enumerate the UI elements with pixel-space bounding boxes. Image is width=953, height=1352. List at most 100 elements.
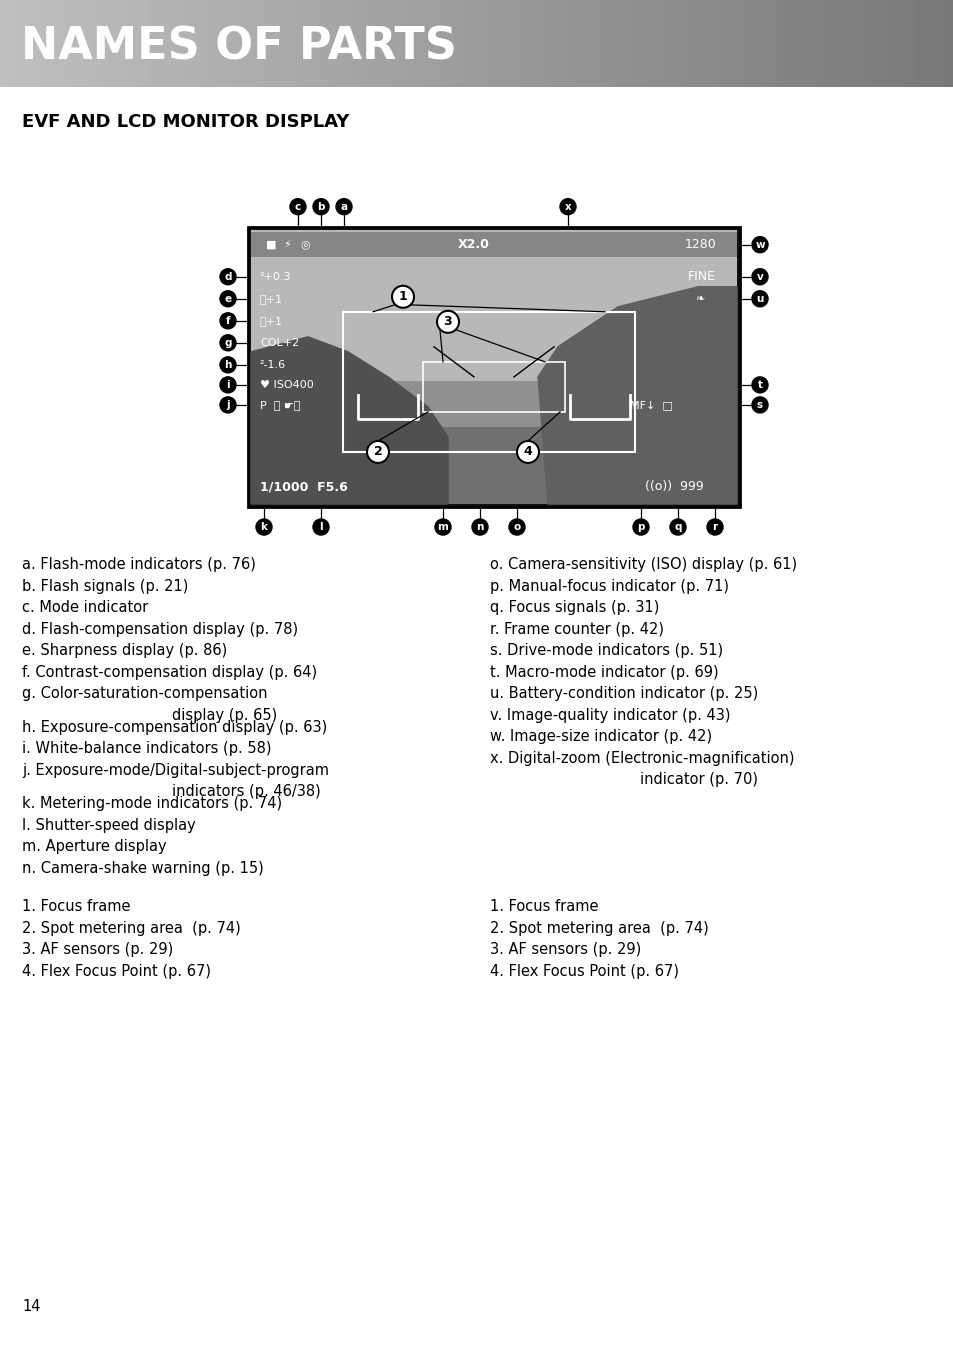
Text: x: x (564, 201, 571, 212)
Text: h. Exposure-compensation display (p. 63): h. Exposure-compensation display (p. 63) (22, 719, 327, 734)
Text: 3. AF sensors (p. 29): 3. AF sensors (p. 29) (22, 942, 173, 957)
Circle shape (706, 519, 722, 535)
Text: t. Macro-mode indicator (p. 69): t. Macro-mode indicator (p. 69) (490, 665, 718, 680)
Bar (251, 230, 737, 380)
Text: j. Exposure-mode/Digital-subject-program: j. Exposure-mode/Digital-subject-program (22, 763, 329, 777)
Text: 1280: 1280 (684, 238, 716, 251)
Text: s. Drive-mode indicators (p. 51): s. Drive-mode indicators (p. 51) (490, 644, 722, 658)
Text: ²+0.3: ²+0.3 (260, 272, 292, 281)
Circle shape (751, 397, 767, 412)
Text: 2. Spot metering area  (p. 74): 2. Spot metering area (p. 74) (490, 921, 708, 936)
Text: ❧: ❧ (695, 293, 703, 304)
Text: 14: 14 (22, 1299, 40, 1314)
Text: f: f (226, 316, 230, 326)
Text: h: h (224, 360, 232, 370)
Circle shape (472, 519, 488, 535)
Text: 1/1000  F5.6: 1/1000 F5.6 (260, 480, 348, 493)
Text: f. Contrast-compensation display (p. 64): f. Contrast-compensation display (p. 64) (22, 665, 316, 680)
Text: s: s (756, 400, 762, 410)
Circle shape (435, 519, 451, 535)
Text: i: i (226, 380, 230, 389)
Circle shape (436, 311, 458, 333)
Text: l. Shutter-speed display: l. Shutter-speed display (22, 818, 195, 833)
Circle shape (669, 519, 685, 535)
Circle shape (751, 269, 767, 285)
Text: n: n (476, 522, 483, 533)
Text: 2: 2 (374, 445, 382, 458)
Circle shape (559, 199, 576, 215)
Text: u: u (756, 293, 763, 304)
Text: m. Aperture display: m. Aperture display (22, 840, 167, 854)
Polygon shape (251, 337, 448, 504)
Text: 3. AF sensors (p. 29): 3. AF sensors (p. 29) (490, 942, 640, 957)
Text: w: w (755, 239, 764, 250)
Text: g. Color-saturation-compensation: g. Color-saturation-compensation (22, 687, 267, 702)
Text: i. White-balance indicators (p. 58): i. White-balance indicators (p. 58) (22, 741, 272, 756)
Text: d. Flash-compensation display (p. 78): d. Flash-compensation display (p. 78) (22, 622, 297, 637)
Text: j: j (226, 400, 230, 410)
Circle shape (220, 377, 235, 393)
Circle shape (313, 199, 329, 215)
Polygon shape (537, 287, 737, 504)
Text: 3: 3 (443, 315, 452, 329)
Text: e: e (224, 293, 232, 304)
Bar (251, 427, 737, 504)
Text: g: g (224, 338, 232, 347)
Text: u. Battery-condition indicator (p. 25): u. Battery-condition indicator (p. 25) (490, 687, 758, 702)
Text: 4. Flex Focus Point (p. 67): 4. Flex Focus Point (p. 67) (22, 964, 211, 979)
Circle shape (751, 237, 767, 253)
Text: k. Metering-mode indicators (p. 74): k. Metering-mode indicators (p. 74) (22, 796, 282, 811)
Text: t: t (757, 380, 761, 389)
Text: p. Manual-focus indicator (p. 71): p. Manual-focus indicator (p. 71) (490, 579, 728, 594)
Text: o. Camera-sensitivity (ISO) display (p. 61): o. Camera-sensitivity (ISO) display (p. … (490, 557, 797, 572)
Circle shape (220, 312, 235, 329)
Circle shape (633, 519, 648, 535)
Text: NAMES OF PARTS: NAMES OF PARTS (21, 26, 456, 68)
Bar (422, 362, 564, 412)
Circle shape (367, 441, 389, 462)
Text: ♥ ISO400: ♥ ISO400 (260, 380, 314, 389)
Text: l: l (319, 522, 322, 533)
Text: m: m (437, 522, 448, 533)
Text: d: d (224, 272, 232, 281)
Text: b. Flash signals (p. 21): b. Flash signals (p. 21) (22, 579, 188, 594)
Text: FINE: FINE (687, 270, 716, 284)
Text: q. Focus signals (p. 31): q. Focus signals (p. 31) (490, 600, 659, 615)
Text: ■: ■ (266, 239, 276, 250)
Text: a: a (340, 201, 347, 212)
Circle shape (313, 519, 329, 535)
Text: ((o))  999: ((o)) 999 (644, 480, 703, 493)
Circle shape (255, 519, 272, 535)
Circle shape (220, 291, 235, 307)
Text: 1. Focus frame: 1. Focus frame (490, 899, 598, 914)
Text: c: c (294, 201, 301, 212)
Bar (251, 230, 737, 504)
Text: 4. Flex Focus Point (p. 67): 4. Flex Focus Point (p. 67) (490, 964, 679, 979)
Text: COL+2: COL+2 (260, 338, 299, 347)
Bar (251, 231, 737, 257)
Text: k: k (260, 522, 267, 533)
Circle shape (392, 285, 414, 308)
Text: n. Camera-shake warning (p. 15): n. Camera-shake warning (p. 15) (22, 861, 263, 876)
Text: 4: 4 (523, 445, 532, 458)
Bar (343, 312, 635, 452)
Text: q: q (674, 522, 681, 533)
Bar (248, 227, 740, 507)
Text: Ⓢ+1: Ⓢ+1 (260, 293, 283, 304)
Circle shape (517, 441, 538, 462)
Circle shape (335, 199, 352, 215)
Text: p: p (637, 522, 644, 533)
Circle shape (220, 269, 235, 285)
Text: 1: 1 (398, 291, 407, 303)
Text: r. Frame counter (p. 42): r. Frame counter (p. 42) (490, 622, 663, 637)
Text: Ⓞ+1: Ⓞ+1 (260, 316, 283, 326)
Circle shape (220, 335, 235, 350)
Text: 1. Focus frame: 1. Focus frame (22, 899, 131, 914)
Circle shape (220, 397, 235, 412)
Text: ⚡: ⚡ (283, 239, 291, 250)
Text: v: v (756, 272, 762, 281)
Text: c. Mode indicator: c. Mode indicator (22, 600, 148, 615)
Text: w. Image-size indicator (p. 42): w. Image-size indicator (p. 42) (490, 729, 711, 744)
Text: e. Sharpness display (p. 86): e. Sharpness display (p. 86) (22, 644, 227, 658)
Text: x. Digital-zoom (Electronic-magnification): x. Digital-zoom (Electronic-magnificatio… (490, 750, 794, 765)
